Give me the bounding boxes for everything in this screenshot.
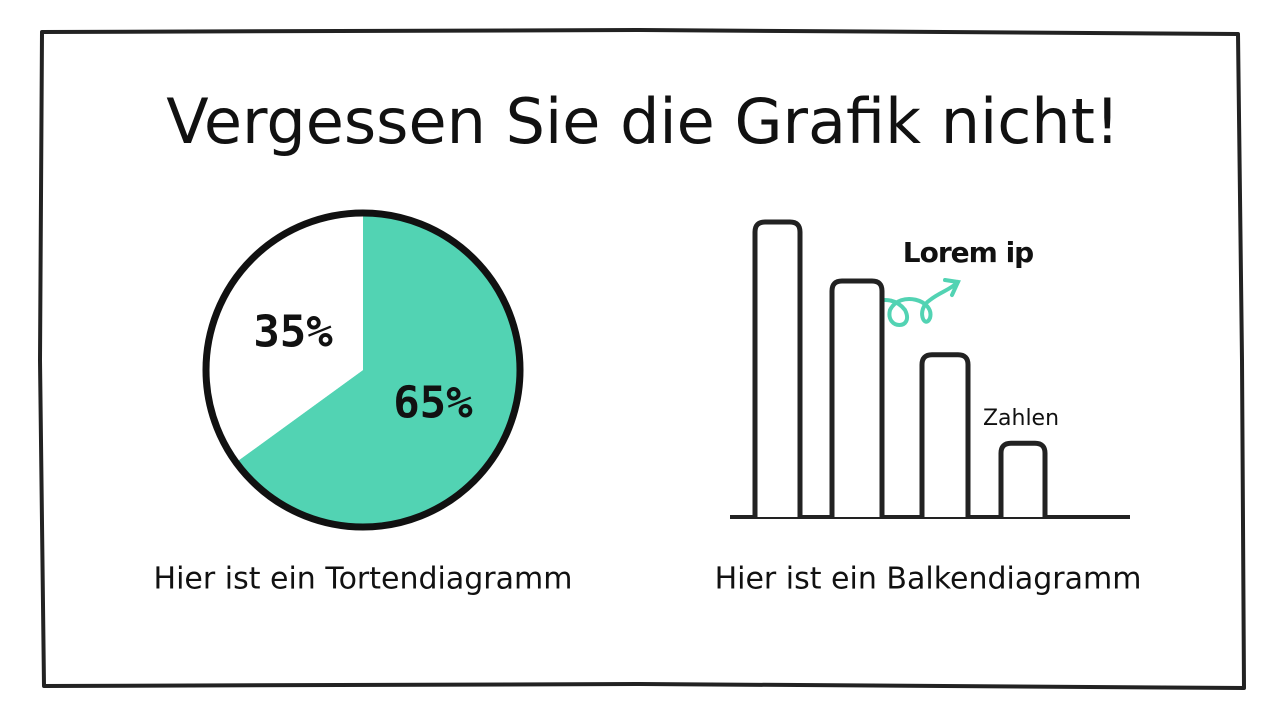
pie-slice (235, 213, 521, 528)
bar (752, 219, 803, 517)
pie-caption: Hier ist ein Tortendiagramm (154, 562, 573, 597)
slide-title: Vergessen Sie die Grafik nicht! (166, 85, 1120, 158)
charts: 65% 35% Lorem ip Zahlen (202, 209, 1130, 531)
bar (829, 278, 885, 517)
pie-outline (202, 209, 524, 531)
pie-slice (206, 213, 363, 463)
annotation: Lorem ip (903, 236, 1033, 269)
bar (919, 352, 971, 517)
annotation: Zahlen (983, 406, 1059, 431)
pie-label: 35% (253, 306, 333, 357)
bar (998, 440, 1048, 517)
frame (38, 28, 1246, 690)
bar-caption: Hier ist ein Balkendiagramm (715, 562, 1142, 597)
squiggle-arrow (853, 278, 961, 342)
pie-label: 65% (393, 378, 473, 429)
